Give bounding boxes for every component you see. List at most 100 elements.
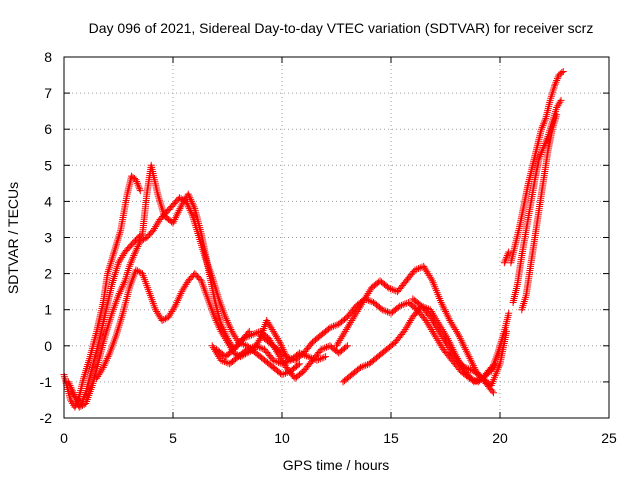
data-point [229, 329, 237, 337]
data-point [306, 353, 314, 361]
data-point [446, 317, 454, 325]
data-point [172, 300, 180, 308]
data-point [268, 326, 276, 334]
data-point [434, 326, 442, 334]
data-point [276, 338, 284, 346]
data-point [81, 391, 89, 399]
data-point [360, 297, 368, 305]
data-point [301, 351, 309, 359]
data-point [356, 302, 364, 310]
data-point [552, 78, 560, 86]
data-point [362, 293, 370, 301]
data-point [126, 261, 134, 269]
data-point [101, 360, 109, 368]
data-point [556, 98, 564, 106]
data-point [69, 389, 77, 397]
data-point [452, 327, 460, 335]
data-point [333, 342, 340, 350]
data-point [177, 203, 185, 211]
data-point [436, 329, 444, 337]
data-point [451, 326, 459, 334]
data-point [132, 266, 140, 274]
data-point [118, 253, 126, 261]
data-point [209, 344, 217, 352]
data-point [467, 356, 475, 364]
data-point [125, 262, 133, 270]
data-point [414, 265, 422, 273]
y-tick-label: 1 [44, 302, 52, 318]
data-point [503, 253, 511, 261]
data-point [448, 320, 456, 328]
data-point [231, 333, 239, 341]
data-point [70, 392, 78, 400]
data-point [136, 237, 144, 245]
data-point [131, 248, 139, 256]
data-point [295, 360, 303, 368]
data-point [265, 320, 273, 328]
data-point [212, 347, 220, 355]
data-point [540, 120, 548, 128]
data-point [450, 353, 458, 361]
data-point [421, 264, 429, 272]
data-point [424, 270, 432, 278]
data-point [535, 154, 543, 162]
data-point [135, 268, 143, 276]
data-point [153, 308, 161, 316]
x-axis-label: GPS time / hours [283, 457, 390, 473]
data-point [378, 306, 386, 314]
data-point [210, 313, 218, 321]
data-point [241, 334, 249, 342]
data-point [97, 367, 105, 375]
data-point [133, 179, 141, 187]
x-tick-label: 15 [383, 430, 399, 446]
data-point [184, 190, 192, 198]
data-point [213, 349, 221, 357]
data-point [299, 350, 307, 358]
data-point [128, 255, 136, 263]
data-point [211, 315, 219, 323]
data-point [228, 327, 236, 335]
data-point [131, 250, 139, 258]
data-point [166, 311, 174, 319]
data-point [329, 322, 337, 330]
data-point [442, 308, 449, 316]
y-axis-label: SDTVAR / TECUs [5, 182, 21, 294]
y-tick-label: 7 [44, 85, 52, 101]
data-point [426, 313, 434, 321]
data-point [173, 298, 181, 306]
data-point [469, 360, 477, 368]
data-point [436, 340, 444, 348]
data-point [400, 327, 408, 335]
data-point [174, 208, 182, 216]
data-point [437, 342, 445, 350]
data-point [355, 304, 363, 312]
data-point [435, 327, 443, 335]
data-point [269, 327, 277, 335]
data-point [252, 342, 260, 350]
data-point [185, 203, 193, 211]
data-point [277, 354, 285, 362]
data-point [351, 311, 359, 319]
data-point [243, 345, 251, 353]
data-point [447, 318, 455, 326]
y-tick-label: 6 [44, 121, 52, 137]
data-point [360, 362, 368, 370]
data-point [96, 369, 104, 377]
data-point [120, 279, 128, 287]
data-point [505, 309, 513, 317]
data-point [180, 284, 188, 292]
x-tick-label: 0 [60, 430, 68, 446]
data-point [255, 343, 263, 351]
data-point [456, 335, 464, 343]
data-point [230, 331, 238, 339]
data-point [136, 187, 144, 195]
data-point [136, 185, 144, 193]
data-point [154, 309, 162, 317]
data-point [392, 287, 400, 295]
data-point [155, 311, 163, 319]
data-point [463, 349, 471, 357]
data-point [152, 306, 160, 314]
data-point [346, 320, 354, 328]
data-point [445, 344, 453, 352]
